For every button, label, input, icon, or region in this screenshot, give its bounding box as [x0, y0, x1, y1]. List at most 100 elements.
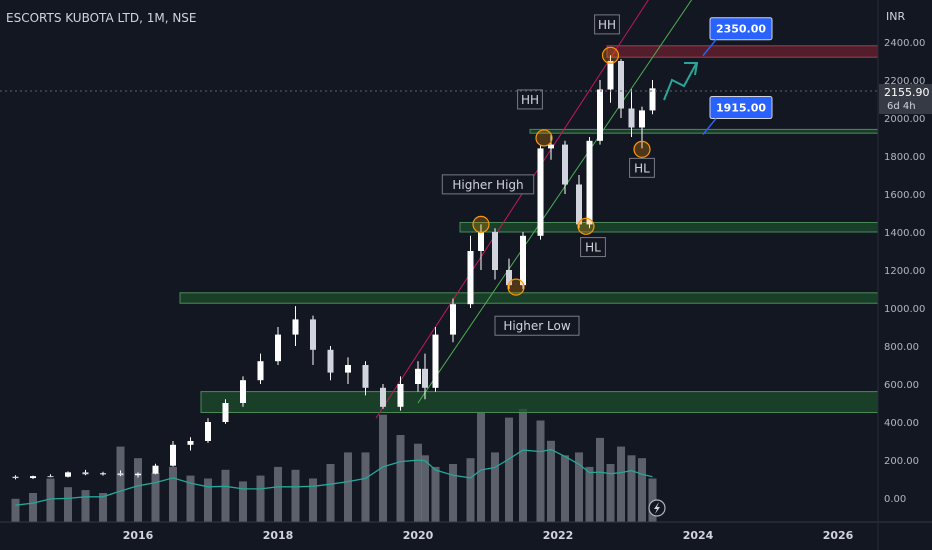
candle-body [478, 232, 484, 251]
candle-body [618, 61, 624, 109]
pivot-marker [577, 217, 595, 235]
last-price: 2155.90 [884, 86, 930, 99]
candle-body [310, 319, 316, 350]
volume-bar [11, 498, 20, 522]
y-tick-label: 200.00 [884, 456, 919, 467]
volume-bar [239, 481, 247, 522]
annotation-box [494, 315, 580, 336]
candle-countdown: 6d 4h [887, 101, 916, 112]
candle-body [639, 110, 645, 128]
candle-body [152, 465, 159, 474]
candle-body [415, 368, 421, 384]
candle-body [187, 441, 194, 445]
candle-body [432, 334, 439, 388]
candle-body [257, 361, 264, 381]
volume-bar [116, 446, 125, 522]
candle-body [327, 349, 334, 373]
candle-body [117, 473, 124, 476]
pivot-marker [507, 278, 525, 296]
y-tick-label: 1000.00 [884, 304, 925, 315]
x-tick-label: 2020 [403, 529, 434, 542]
volume-bar [186, 475, 195, 522]
candle-body [467, 251, 474, 305]
trend-channel [375, 0, 693, 419]
candle-body [47, 476, 54, 478]
annotation-box [629, 157, 655, 178]
volume-bar [519, 408, 527, 522]
volume-bar [344, 452, 352, 522]
volume-bars [11, 408, 657, 522]
volume-bar [134, 458, 142, 522]
annotation-box [441, 174, 535, 195]
candle-body [607, 61, 614, 90]
y-tick-label: 0.00 [884, 494, 906, 505]
volume-bar [29, 493, 37, 522]
candle-body [492, 232, 498, 270]
annotation-label: HH [598, 18, 616, 32]
volume-bar [379, 414, 387, 522]
volume-bar [64, 487, 72, 522]
y-tick-label: 800.00 [884, 342, 919, 353]
price-badge [879, 84, 932, 114]
y-tick-label: 1400.00 [884, 228, 925, 239]
candle-body [135, 473, 141, 476]
volume-bar [617, 446, 625, 522]
volume-bar [81, 490, 90, 522]
annotation-label: HL [634, 161, 650, 175]
candle-body [205, 422, 211, 441]
price-callout-box [709, 96, 773, 120]
candle-body [170, 444, 176, 466]
annotation-label: HL [585, 241, 601, 255]
pivot-marker [472, 215, 490, 233]
currency-label: INR [886, 10, 905, 23]
candle-body [100, 473, 106, 475]
volume-bar [274, 466, 282, 522]
pivot-marker [601, 46, 620, 64]
annotation-box [594, 14, 620, 35]
zones [179, 45, 879, 414]
x-tick-label: 2018 [263, 529, 294, 542]
candle-body [548, 144, 554, 149]
x-tick-label: 2024 [683, 529, 714, 542]
y-tick-label: 600.00 [884, 380, 919, 391]
volume-bar [505, 417, 513, 522]
x-tick-label: 2022 [543, 529, 574, 542]
candle-body [520, 235, 526, 286]
volume-bar [421, 455, 429, 522]
candle-body [450, 304, 456, 335]
candle-body [292, 319, 299, 335]
volume-bar [575, 452, 583, 522]
annotations: HH HH Higher High HL HL Higher Low 2350.00 1915… [441, 14, 773, 336]
pivot-marker [535, 129, 553, 147]
candle-body [222, 403, 229, 422]
volume-bar [256, 475, 265, 522]
price-callout-pointer [702, 39, 717, 57]
pivots [472, 46, 651, 296]
volume-bar [547, 440, 555, 522]
volume-bar [466, 458, 475, 522]
candle-body [12, 476, 19, 479]
candle-body [397, 384, 404, 407]
pivot-marker [633, 140, 651, 158]
volume-bar [638, 458, 646, 522]
projection-arrowhead [684, 62, 699, 76]
candles [12, 55, 656, 480]
candle-body [562, 144, 568, 185]
candle-body [576, 184, 582, 225]
volume-bar [151, 472, 160, 522]
lightning-glyph [654, 502, 660, 514]
candle-body [586, 140, 593, 225]
annotation-box [580, 237, 606, 258]
volume-bar [396, 435, 405, 522]
y-tick-label: 2400.00 [884, 38, 925, 49]
volume-bar [326, 464, 335, 522]
zone-support [459, 222, 879, 233]
volume-bar [585, 466, 594, 522]
x-tick-label: 2016 [123, 529, 154, 542]
candle-body [649, 88, 656, 111]
volume-bar [414, 443, 422, 522]
y-tick-label: 2000.00 [884, 114, 925, 125]
volume-bar [361, 452, 370, 522]
volume-bar [477, 411, 485, 522]
